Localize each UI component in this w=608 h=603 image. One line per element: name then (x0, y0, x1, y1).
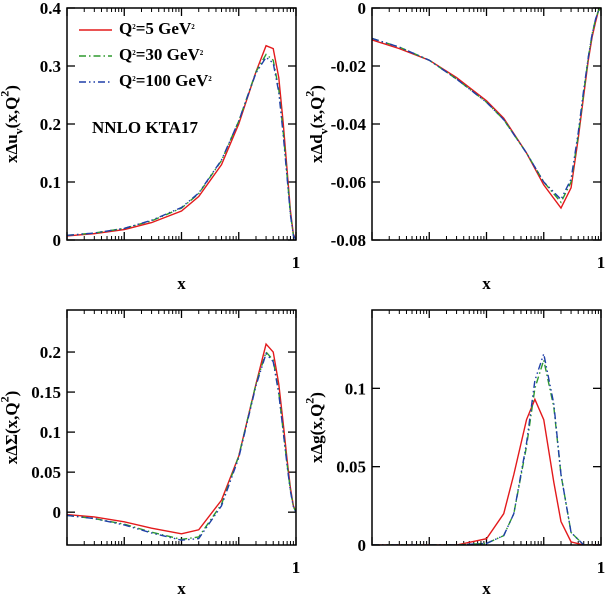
legend-label: Q2=100 GeV2 (119, 71, 212, 90)
series-line (372, 351, 601, 545)
y-tick-label: -0.08 (331, 231, 366, 250)
text-part: xΔΣ(x,Q (2, 402, 21, 464)
y-tick-label: 0.2 (40, 343, 61, 362)
superscript: 2 (208, 75, 212, 83)
x-tick-label: 1 (597, 253, 606, 272)
y-tick-label: 0.4 (40, 0, 62, 18)
y-tick-label: -0.02 (331, 57, 366, 76)
y-axis-label: xΔuv(x,Q2) (0, 85, 26, 163)
text-part: =5 GeV (136, 19, 192, 38)
annotation: NNLO KTA17 (92, 118, 198, 137)
y-tick-label: 0.3 (40, 57, 61, 76)
y-axis-label: xΔdv(x,Q2) (302, 85, 330, 163)
text-part: (x,Q (2, 97, 21, 129)
subscript: v (12, 128, 26, 134)
y-tick-label: 0.2 (40, 115, 61, 134)
y-tick-label: 0 (53, 231, 62, 250)
y-tick-label: 0.15 (31, 383, 61, 402)
series-line (372, 8, 601, 204)
subscript: v (317, 128, 331, 134)
text-part: xΔg(x,Q (307, 404, 326, 463)
y-tick-label: -0.04 (331, 115, 367, 134)
x-axis-label: x (177, 579, 186, 598)
series-line (67, 56, 296, 240)
plot-frame (66, 309, 297, 546)
text-part: xΔd (307, 134, 326, 163)
plot-frame (371, 309, 602, 546)
panel: 1 0 0.05 0.1 0.15 0.2 x xΔΣ(x,Q2) (0, 309, 301, 598)
text-part: (x,Q (307, 97, 326, 129)
y-tick-label: 0.1 (40, 173, 61, 192)
y-tick-label: 0 (358, 536, 367, 555)
x-axis-label: x (482, 274, 491, 293)
text-part: ) (307, 85, 326, 91)
legend-label: Q2=5 GeV2 (119, 19, 195, 38)
text-part: ) (2, 391, 21, 397)
y-tick-label: 0.05 (31, 463, 61, 482)
x-tick-label: 1 (292, 253, 301, 272)
text-part: ) (2, 85, 21, 91)
text-part: ) (307, 392, 326, 398)
series-line (372, 8, 601, 210)
plot-frame (66, 7, 297, 241)
x-tick-label: 1 (292, 558, 301, 577)
y-tick-label: 0.1 (345, 379, 366, 398)
text-part: =30 GeV (136, 45, 201, 64)
superscript: 2 (132, 23, 136, 31)
superscript: 2 (132, 75, 136, 83)
series-line (372, 397, 601, 545)
superscript: 2 (0, 396, 11, 402)
superscript: 2 (302, 398, 316, 404)
superscript: 2 (132, 49, 136, 57)
y-tick-label: 0 (53, 503, 62, 522)
x-tick-label: 1 (597, 558, 606, 577)
y-tick-label: 0.05 (336, 458, 366, 477)
legend-label: Q2=30 GeV2 (119, 45, 204, 64)
text-part: Q (119, 19, 132, 38)
series-line (67, 342, 296, 535)
plot-frame (371, 7, 602, 241)
text-part: Q (119, 45, 132, 64)
y-axis-label: xΔΣ(x,Q2) (0, 391, 21, 465)
series-line (67, 350, 296, 541)
x-axis-label: x (177, 274, 186, 293)
y-tick-label: 0.1 (40, 423, 61, 442)
y-axis-label: xΔg(x,Q2) (302, 392, 326, 463)
text-part: Q (119, 71, 132, 90)
superscript: 2 (302, 91, 316, 97)
superscript: 2 (191, 23, 195, 31)
series-line (372, 8, 601, 201)
superscript: 2 (200, 49, 204, 57)
series-line (372, 357, 601, 545)
superscript: 2 (0, 91, 11, 97)
series-line (67, 352, 296, 541)
text-part: xΔu (2, 134, 21, 163)
y-tick-label: -0.06 (331, 173, 366, 192)
panel: 1 -0.08 -0.06 -0.04 -0.02 0 x xΔdv(x,Q2) (302, 0, 606, 293)
x-axis-label: x (482, 579, 491, 598)
text-part: =100 GeV (136, 71, 209, 90)
y-tick-label: 0 (358, 0, 367, 18)
